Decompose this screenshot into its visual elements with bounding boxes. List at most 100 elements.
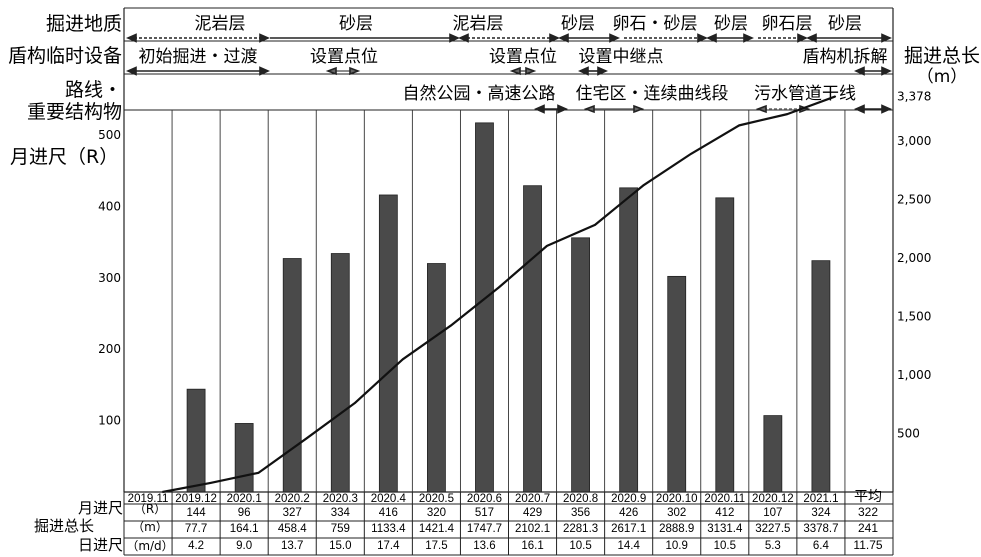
right-tick-label: 3,000 — [897, 134, 931, 148]
table-month-label: 2020.2 — [275, 493, 310, 505]
table-cell-cumulative: 759 — [331, 523, 350, 535]
table-month-label: 2020.6 — [467, 493, 502, 505]
geology-label: 泥岩层 — [195, 14, 246, 34]
table-month-label: 2020.11 — [704, 493, 745, 505]
table-average: 平均 322 241 11.75 — [853, 489, 882, 552]
table-cell-daily: 10.9 — [666, 540, 688, 552]
bar-monthly-progress — [715, 197, 735, 493]
table-cell-cumulative: 2281.3 — [563, 523, 598, 535]
bar-monthly-progress — [811, 260, 831, 493]
table-cell-daily: 16.1 — [521, 540, 543, 552]
table-cell-daily: 9.0 — [236, 540, 252, 552]
table-cell-monthly: 429 — [523, 507, 542, 519]
table-cell-monthly: 517 — [475, 507, 494, 519]
equipment-label: 盾构机拆解 — [803, 47, 888, 67]
table-cell-cumulative: 2888.9 — [659, 523, 694, 535]
equipment-label: 设置点位 — [489, 47, 557, 67]
cumulative-point — [834, 95, 837, 98]
bar-monthly-progress — [427, 263, 446, 493]
geology-row: 泥岩层 砂层 泥岩层 砂层 卵石・砂层 砂层 卵石层 砂层 — [195, 14, 863, 34]
right-tick-label: 2,500 — [897, 192, 931, 206]
bar-monthly-progress — [571, 237, 590, 493]
table-cell-monthly: 107 — [763, 507, 782, 519]
bar-monthly-progress — [523, 185, 542, 493]
equipment-label: 初始掘进・过渡 — [139, 47, 258, 67]
cumulative-point — [786, 113, 789, 115]
table-month-label: 2020.1 — [227, 493, 262, 505]
table-cell-monthly: 412 — [715, 507, 734, 519]
cumulative-point — [353, 402, 356, 404]
left-axis-ticks: 100 200 300 400 500 — [98, 128, 121, 428]
left-tick-label: 300 — [98, 271, 121, 285]
table-month-label: 2020.8 — [563, 493, 598, 505]
table-cell-cumulative: 2617.1 — [611, 523, 646, 535]
table-cell-cumulative: 2102.1 — [515, 523, 550, 535]
table-cell-monthly: 426 — [619, 507, 638, 519]
header-geology: 掘进地质 — [46, 13, 122, 35]
table-grid — [123, 491, 894, 556]
equipment-label: 设置点位 — [310, 47, 378, 67]
table-unit: （m/d） — [126, 539, 173, 553]
monthly-progress-bars — [186, 122, 831, 493]
table-cell-monthly: 320 — [427, 507, 446, 519]
table-cell-cumulative: 164.1 — [230, 523, 259, 535]
table-month-label: 2020.12 — [752, 493, 794, 505]
bar-monthly-progress — [234, 423, 254, 493]
left-tick-label: 400 — [98, 199, 121, 213]
table-cell-cumulative: 458.4 — [278, 523, 307, 535]
bar-monthly-progress — [475, 122, 494, 493]
average-daily: 11.75 — [853, 538, 882, 552]
table-cell-cumulative: 1421.4 — [419, 523, 455, 535]
vertical-gridlines — [171, 110, 846, 492]
table-cell-daily: 17.4 — [377, 540, 400, 552]
average-monthly: 322 — [858, 505, 878, 519]
cumulative-point — [305, 437, 308, 440]
header-monthly-progress: 月进尺（R） — [10, 146, 118, 168]
table-month-label: 2020.5 — [419, 493, 454, 505]
cumulative-point — [450, 324, 452, 327]
bar-monthly-progress — [619, 187, 639, 493]
left-tick-label: 200 — [98, 342, 121, 356]
equipment-row: 初始掘进・过渡 设置点位 设置点位 设置中继点 盾构机拆解 — [139, 47, 888, 67]
table-month-label: 2020.10 — [656, 493, 698, 505]
cumulative-point — [498, 286, 500, 289]
table-cell-cumulative: 3227.5 — [755, 523, 790, 535]
table-cell-daily: 17.5 — [425, 540, 447, 552]
table-month-label: 2020.9 — [611, 493, 646, 505]
right-tick-label: 1,500 — [897, 309, 931, 323]
right-tick-label: 500 — [897, 426, 920, 440]
structure-label: 住宅区・连续曲线段 — [576, 84, 729, 104]
table-cell-cumulative: 77.7 — [185, 523, 207, 535]
table-cell-daily: 5.3 — [765, 540, 781, 552]
cumulative-point — [594, 224, 596, 226]
equipment-label: 设置中继点 — [579, 47, 664, 67]
table-cell-daily: 13.7 — [281, 540, 303, 552]
table-cell-cumulative: 1133.4 — [371, 523, 406, 535]
table-month-label: 2020.4 — [371, 493, 407, 505]
bar-monthly-progress — [378, 194, 398, 493]
cumulative-point — [690, 152, 692, 155]
table-cell-cumulative: 3378.7 — [803, 523, 838, 535]
table-unit: （R） — [134, 502, 166, 516]
geology-label: 砂层 — [339, 14, 373, 34]
average-cumulative: 241 — [858, 521, 878, 535]
geology-label: 卵石层 — [762, 14, 813, 34]
table-cell-monthly: 416 — [379, 507, 398, 519]
bar-monthly-progress — [763, 415, 783, 493]
data-table: 月进尺 掘进总长 日进尺 （R） （m） （m/d） 2019.11 2019.1… — [34, 489, 894, 556]
right-axis-unit: （m） — [917, 67, 968, 87]
table-cell-cumulative: 3131.4 — [707, 523, 743, 535]
table-cells: 2019.11 2019.12 2020.1 2020.2 2020.3 2020.4 20… — [128, 493, 839, 552]
table-row-labels: 月进尺 掘进总长 日进尺 — [34, 499, 123, 554]
cumulative-point — [546, 245, 548, 247]
table-cell-monthly: 356 — [571, 507, 590, 519]
table-month-label: 2019.11 — [128, 493, 169, 505]
table-cell-daily: 6.4 — [813, 540, 830, 552]
table-cell-monthly: 327 — [283, 507, 302, 519]
table-cell-monthly: 96 — [238, 507, 251, 519]
header-route: 路线・ — [65, 79, 122, 101]
table-cell-daily: 14.4 — [617, 540, 640, 552]
right-tick-label: 3,378 — [897, 90, 931, 104]
right-axis-title: 掘进总长 — [904, 45, 980, 67]
